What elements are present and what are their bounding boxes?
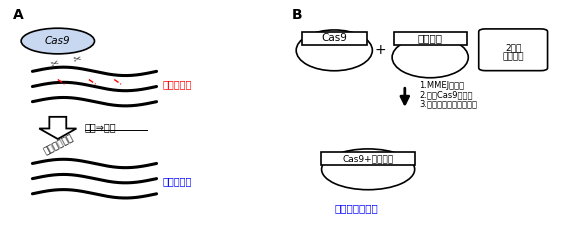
Text: 2.小型Cas9の採用: 2.小型Cas9の採用 bbox=[419, 90, 472, 99]
Text: ✂: ✂ bbox=[73, 53, 82, 64]
Text: Cas9: Cas9 bbox=[45, 36, 71, 46]
Text: B: B bbox=[292, 8, 303, 22]
Text: Cas9: Cas9 bbox=[321, 34, 347, 43]
Ellipse shape bbox=[296, 30, 373, 71]
Text: 挿入配列: 挿入配列 bbox=[418, 34, 443, 43]
Text: 正常ゲノム: 正常ゲノム bbox=[162, 176, 192, 186]
Text: 異常ゲノム: 異常ゲノム bbox=[162, 79, 192, 89]
Text: 1.MMEJの採用: 1.MMEJの採用 bbox=[419, 81, 464, 90]
Text: +: + bbox=[375, 43, 386, 57]
Polygon shape bbox=[39, 117, 77, 139]
Text: A: A bbox=[12, 8, 23, 22]
FancyBboxPatch shape bbox=[321, 152, 415, 165]
Text: 単一ベクター化: 単一ベクター化 bbox=[335, 203, 379, 213]
Text: 3.プロモーターの極小化: 3.プロモーターの極小化 bbox=[419, 100, 477, 109]
Text: 切除⇒修復: 切除⇒修復 bbox=[85, 122, 117, 132]
Text: ベクター: ベクター bbox=[502, 52, 524, 61]
Text: Cas9+挿入配列: Cas9+挿入配列 bbox=[342, 154, 393, 163]
FancyBboxPatch shape bbox=[302, 32, 367, 45]
FancyBboxPatch shape bbox=[479, 29, 548, 71]
Text: 正常配列挿入: 正常配列挿入 bbox=[42, 133, 75, 156]
FancyBboxPatch shape bbox=[393, 32, 467, 45]
Ellipse shape bbox=[21, 28, 95, 54]
Ellipse shape bbox=[321, 149, 414, 190]
Text: 2つの: 2つの bbox=[505, 43, 521, 53]
Text: ✂: ✂ bbox=[49, 57, 61, 69]
Ellipse shape bbox=[392, 37, 468, 78]
